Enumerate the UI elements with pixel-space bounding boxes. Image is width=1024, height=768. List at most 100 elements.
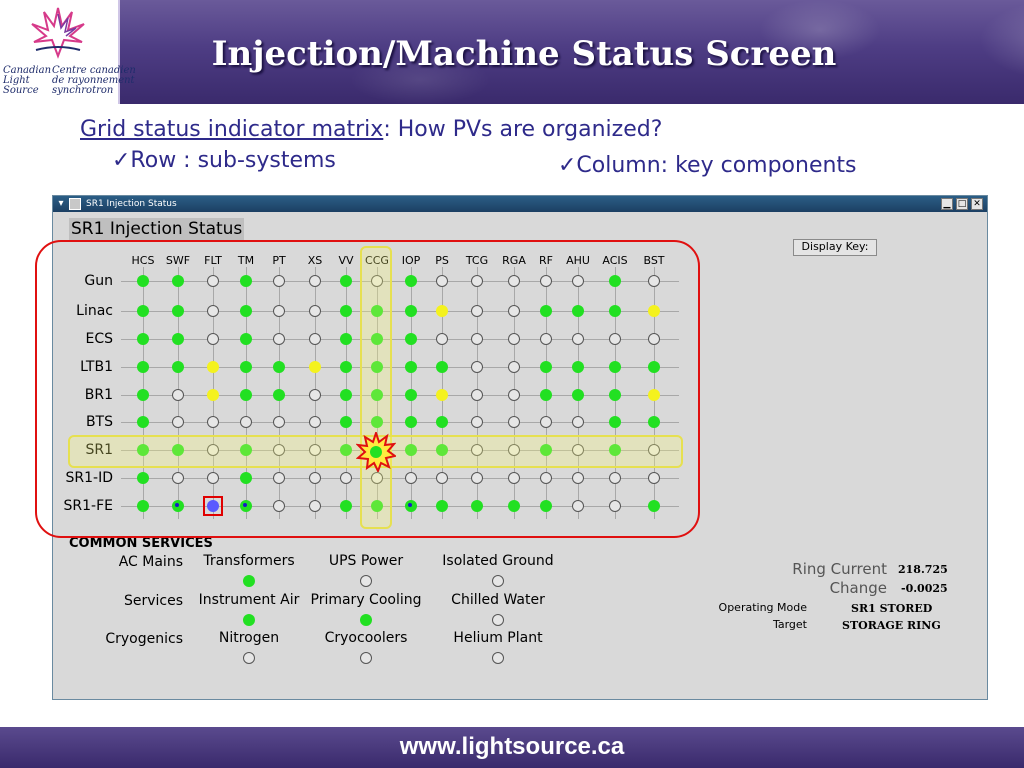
status-indicator-bts-rf[interactable]: [540, 416, 552, 428]
service-indicator-cryocoolers[interactable]: [360, 652, 372, 664]
maximize-button[interactable]: □: [956, 198, 968, 210]
service-indicator-isolated-ground[interactable]: [492, 575, 504, 587]
status-indicator-ecs-ccg[interactable]: [371, 333, 383, 345]
status-indicator-ecs-swf[interactable]: [172, 333, 184, 345]
status-indicator-br1-tm[interactable]: [240, 389, 252, 401]
status-indicator-gun-tcg[interactable]: [471, 275, 483, 287]
status-indicator-sr1-id-iop[interactable]: [405, 472, 417, 484]
status-indicator-sr1-id-ccg[interactable]: [371, 472, 383, 484]
status-indicator-br1-bst[interactable]: [648, 389, 660, 401]
status-indicator-sr1-fe-ahu[interactable]: [572, 500, 584, 512]
status-indicator-linac-ps[interactable]: [436, 305, 448, 317]
status-indicator-br1-vv[interactable]: [340, 389, 352, 401]
status-indicator-bts-acis[interactable]: [609, 416, 621, 428]
status-indicator-ltb1-flt[interactable]: [207, 361, 219, 373]
status-indicator-linac-xs[interactable]: [309, 305, 321, 317]
status-indicator-br1-rga[interactable]: [508, 389, 520, 401]
status-indicator-ltb1-bst[interactable]: [648, 361, 660, 373]
status-indicator-sr1-iop[interactable]: [405, 444, 417, 456]
status-indicator-ltb1-ps[interactable]: [436, 361, 448, 373]
status-indicator-linac-rga[interactable]: [508, 305, 520, 317]
status-indicator-linac-acis[interactable]: [609, 305, 621, 317]
status-indicator-sr1-fe-xs[interactable]: [309, 500, 321, 512]
status-indicator-sr1-fe-vv[interactable]: [340, 500, 352, 512]
status-indicator-sr1-id-xs[interactable]: [309, 472, 321, 484]
status-indicator-sr1-fe-flt[interactable]: [207, 500, 219, 512]
status-indicator-ltb1-vv[interactable]: [340, 361, 352, 373]
status-indicator-ecs-acis[interactable]: [609, 333, 621, 345]
status-indicator-ltb1-ahu[interactable]: [572, 361, 584, 373]
status-indicator-bts-xs[interactable]: [309, 416, 321, 428]
status-indicator-br1-pt[interactable]: [273, 389, 285, 401]
status-indicator-bts-ps[interactable]: [436, 416, 448, 428]
service-indicator-ups-power[interactable]: [360, 575, 372, 587]
status-indicator-br1-acis[interactable]: [609, 389, 621, 401]
status-indicator-sr1-rga[interactable]: [508, 444, 520, 456]
status-indicator-br1-iop[interactable]: [405, 389, 417, 401]
status-indicator-linac-ahu[interactable]: [572, 305, 584, 317]
status-indicator-linac-hcs[interactable]: [137, 305, 149, 317]
status-indicator-gun-acis[interactable]: [609, 275, 621, 287]
status-indicator-br1-swf[interactable]: [172, 389, 184, 401]
status-indicator-ecs-rf[interactable]: [540, 333, 552, 345]
status-indicator-sr1-id-rf[interactable]: [540, 472, 552, 484]
status-indicator-ltb1-acis[interactable]: [609, 361, 621, 373]
status-indicator-ltb1-rf[interactable]: [540, 361, 552, 373]
status-indicator-ecs-tcg[interactable]: [471, 333, 483, 345]
status-indicator-sr1-fe-pt[interactable]: [273, 500, 285, 512]
status-indicator-bts-pt[interactable]: [273, 416, 285, 428]
status-indicator-br1-ahu[interactable]: [572, 389, 584, 401]
status-indicator-br1-rf[interactable]: [540, 389, 552, 401]
status-indicator-br1-flt[interactable]: [207, 389, 219, 401]
close-button[interactable]: ✕: [971, 198, 983, 210]
status-indicator-bts-bst[interactable]: [648, 416, 660, 428]
window-menu-icon[interactable]: ▾: [58, 198, 64, 209]
status-indicator-gun-pt[interactable]: [273, 275, 285, 287]
status-indicator-gun-swf[interactable]: [172, 275, 184, 287]
status-indicator-bts-ahu[interactable]: [572, 416, 584, 428]
status-indicator-sr1-fe-rga[interactable]: [508, 500, 520, 512]
footer-url[interactable]: www.lightsource.ca: [399, 733, 625, 760]
status-indicator-bts-vv[interactable]: [340, 416, 352, 428]
status-indicator-bts-rga[interactable]: [508, 416, 520, 428]
status-indicator-sr1-fe-tcg[interactable]: [471, 500, 483, 512]
status-indicator-sr1-id-ps[interactable]: [436, 472, 448, 484]
status-indicator-ecs-flt[interactable]: [207, 333, 219, 345]
status-indicator-sr1-pt[interactable]: [273, 444, 285, 456]
status-indicator-sr1-id-vv[interactable]: [340, 472, 352, 484]
status-indicator-ecs-vv[interactable]: [340, 333, 352, 345]
status-indicator-linac-flt[interactable]: [207, 305, 219, 317]
status-indicator-ltb1-rga[interactable]: [508, 361, 520, 373]
status-indicator-sr1-ahu[interactable]: [572, 444, 584, 456]
status-indicator-ecs-ahu[interactable]: [572, 333, 584, 345]
service-indicator-nitrogen[interactable]: [243, 652, 255, 664]
window-titlebar[interactable]: ▾ SR1 Injection Status ▁ □ ✕: [53, 196, 987, 212]
status-indicator-sr1-fe-ps[interactable]: [436, 500, 448, 512]
status-indicator-ecs-ps[interactable]: [436, 333, 448, 345]
status-indicator-gun-xs[interactable]: [309, 275, 321, 287]
status-indicator-ltb1-tm[interactable]: [240, 361, 252, 373]
status-indicator-gun-ccg[interactable]: [371, 275, 383, 287]
service-indicator-instrument-air[interactable]: [243, 614, 255, 626]
status-indicator-ltb1-hcs[interactable]: [137, 361, 149, 373]
service-indicator-helium-plant[interactable]: [492, 652, 504, 664]
status-indicator-sr1-acis[interactable]: [609, 444, 621, 456]
status-indicator-ltb1-tcg[interactable]: [471, 361, 483, 373]
status-indicator-br1-hcs[interactable]: [137, 389, 149, 401]
status-indicator-sr1-tcg[interactable]: [471, 444, 483, 456]
status-indicator-linac-bst[interactable]: [648, 305, 660, 317]
status-indicator-bts-flt[interactable]: [207, 416, 219, 428]
status-indicator-bts-hcs[interactable]: [137, 416, 149, 428]
status-indicator-bts-tcg[interactable]: [471, 416, 483, 428]
status-indicator-gun-flt[interactable]: [207, 275, 219, 287]
status-indicator-sr1-xs[interactable]: [309, 444, 321, 456]
status-indicator-ecs-iop[interactable]: [405, 333, 417, 345]
status-indicator-linac-tcg[interactable]: [471, 305, 483, 317]
status-indicator-ltb1-xs[interactable]: [309, 361, 321, 373]
status-indicator-sr1-fe-acis[interactable]: [609, 500, 621, 512]
status-indicator-bts-ccg[interactable]: [371, 416, 383, 428]
status-indicator-linac-swf[interactable]: [172, 305, 184, 317]
service-indicator-chilled-water[interactable]: [492, 614, 504, 626]
status-indicator-linac-vv[interactable]: [340, 305, 352, 317]
status-indicator-sr1-fe-swf[interactable]: [172, 500, 184, 512]
